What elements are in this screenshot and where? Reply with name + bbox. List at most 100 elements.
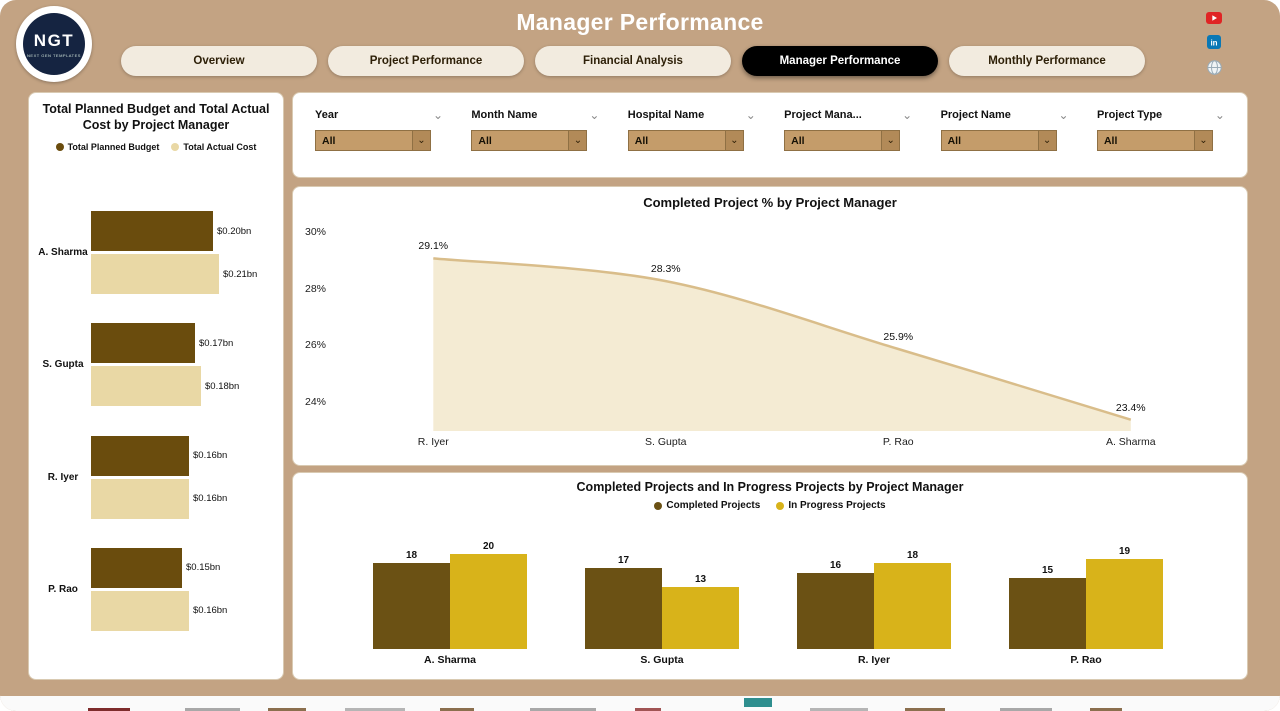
cropped-chart-fragment: [1000, 708, 1052, 711]
x-axis-label: S. Gupta: [645, 436, 687, 448]
value-label: $0.16bn: [193, 450, 228, 462]
value-label: 20: [482, 540, 495, 552]
bar-total-planned-budget[interactable]: [91, 211, 213, 251]
chevron-down-icon: ⌄: [881, 131, 900, 150]
filter-hospital-name-dropdown[interactable]: All ⌄: [627, 130, 744, 151]
bar-completed-projects[interactable]: [797, 572, 874, 649]
cropped-chart-fragment: [345, 708, 405, 711]
filter-project-name-dropdown[interactable]: All ⌄: [940, 130, 1057, 151]
budget-legend: Total Planned Budget Total Actual Cost: [29, 142, 283, 152]
cropped-chart-fragment: [88, 708, 130, 711]
filter-project-type-dropdown[interactable]: All ⌄: [1096, 130, 1213, 151]
filter-hospital-name: Hospital Name ⌄ All ⌄: [627, 108, 756, 151]
completed-pct-card: Completed Project % by Project Manager 3…: [292, 186, 1248, 466]
bar-completed-projects[interactable]: [585, 568, 662, 649]
company-logo: NGT NEXT GEN TEMPLATES: [16, 6, 92, 82]
bar-in-progress-projects[interactable]: [662, 587, 739, 649]
value-label: $0.15bn: [186, 562, 221, 574]
tab-manager-performance[interactable]: Manager Performance: [742, 46, 938, 76]
bar-total-actual-cost[interactable]: [91, 590, 189, 631]
logo-badge: NGT NEXT GEN TEMPLATES: [23, 13, 85, 75]
chevron-down-icon[interactable]: ⌄: [1058, 108, 1069, 122]
tab-project-performance[interactable]: Project Performance: [328, 46, 524, 76]
youtube-icon[interactable]: [1206, 12, 1222, 24]
dropdown-value: All: [634, 134, 649, 147]
page-title: Manager Performance: [516, 9, 764, 35]
bar-group-s-gupta: 17 13 S. Gupta: [585, 531, 739, 666]
tab-overview[interactable]: Overview: [121, 46, 317, 76]
data-label: 28.3%: [650, 263, 681, 276]
budget-chart-card: Total Planned Budget and Total Actual Co…: [28, 92, 284, 680]
bar-total-planned-budget[interactable]: [91, 323, 195, 364]
bar-group-a-sharma: A. Sharma $0.20bn $0.21bn: [35, 211, 277, 294]
legend-dot: [55, 142, 64, 151]
filter-project-type: Project Type ⌄ All ⌄: [1096, 108, 1225, 151]
chevron-down-icon[interactable]: ⌄: [589, 108, 600, 122]
category-label: A. Sharma: [424, 654, 476, 666]
value-label: 19: [1118, 545, 1131, 557]
projects-chart-card: Completed Projects and In Progress Proje…: [292, 472, 1248, 680]
value-label: 13: [694, 574, 707, 586]
bar-total-actual-cost[interactable]: [91, 366, 201, 407]
category-label: S. Gupta: [640, 654, 684, 666]
globe-icon[interactable]: [1206, 60, 1222, 75]
legend-dot: [776, 501, 785, 510]
bar-total-planned-budget[interactable]: [91, 547, 182, 588]
bar-completed-projects[interactable]: [373, 563, 450, 649]
tab-monthly-performance[interactable]: Monthly Performance: [949, 46, 1145, 76]
legend-dot: [654, 501, 663, 510]
filter-label: Month Name: [471, 109, 538, 121]
dropdown-value: All: [791, 134, 805, 147]
value-label: $0.21bn: [223, 268, 258, 280]
legend-label: Total Actual Cost: [183, 141, 257, 152]
legend-item-total-actual-cost: Total Actual Cost: [171, 142, 256, 152]
bar-total-actual-cost[interactable]: [91, 254, 219, 294]
value-label: 15: [1041, 564, 1054, 576]
filter-label: Project Name: [940, 109, 1011, 121]
value-label: 18: [906, 550, 919, 562]
tab-financial-analysis[interactable]: Financial Analysis: [535, 46, 731, 76]
linkedin-icon[interactable]: in: [1207, 35, 1221, 49]
cropped-chart-fragment: [440, 708, 474, 711]
chevron-down-icon[interactable]: ⌄: [432, 108, 443, 122]
dropdown-value: All: [478, 134, 492, 147]
value-label: 17: [617, 555, 630, 566]
bar-in-progress-projects[interactable]: [874, 563, 951, 649]
cropped-chart-fragment: [635, 708, 661, 711]
bar-total-planned-budget[interactable]: [91, 435, 189, 476]
x-axis-label: R. Iyer: [417, 436, 449, 448]
bar-group-s-gupta: S. Gupta $0.17bn $0.18bn: [35, 323, 277, 407]
logo-text: NGT: [33, 30, 75, 50]
filter-month-name: Month Name ⌄ All ⌄: [471, 108, 599, 151]
area-chart-svg[interactable]: [317, 216, 1247, 431]
y-axis-tick: 24%: [305, 395, 327, 408]
social-links: in: [1206, 12, 1222, 75]
filter-project-mana-dropdown[interactable]: All ⌄: [784, 130, 901, 151]
bar-in-progress-projects[interactable]: [450, 553, 527, 649]
bar-completed-projects[interactable]: [1009, 577, 1086, 649]
logo-subtext: NEXT GEN TEMPLATES: [27, 52, 81, 58]
filter-year-dropdown[interactable]: All ⌄: [315, 130, 431, 151]
dropdown-value: All: [1103, 134, 1118, 147]
bar-group-p-rao: 15 19 P. Rao: [1009, 531, 1163, 666]
filter-label: Year: [315, 109, 339, 121]
value-label: $0.16bn: [193, 605, 228, 617]
category-label: P. Rao: [48, 583, 78, 595]
category-label: S. Gupta: [42, 359, 84, 371]
data-label: 23.4%: [1115, 401, 1146, 414]
chevron-down-icon[interactable]: ⌄: [745, 108, 756, 122]
bar-in-progress-projects[interactable]: [1086, 558, 1163, 649]
cropped-chart-fragment: [810, 708, 868, 711]
projects-chart: 18 20 A. Sharma 17 13 S. Gupta 16 18 R. Iyer 15 19…: [373, 531, 1163, 666]
bar-total-actual-cost[interactable]: [91, 478, 189, 519]
legend-item-completed-projects: Completed Projects: [654, 500, 760, 511]
legend-item-in-progress-projects: In Progress Projects: [776, 500, 886, 511]
cropped-scroll-thumb: [744, 698, 772, 707]
dropdown-value: All: [322, 134, 336, 147]
filter-month-name-dropdown[interactable]: All ⌄: [471, 130, 588, 151]
chevron-down-icon[interactable]: ⌄: [1214, 108, 1225, 122]
chevron-down-icon[interactable]: ⌄: [902, 108, 913, 122]
y-axis-tick: 28%: [305, 282, 327, 295]
legend-label: Total Planned Budget: [67, 141, 160, 152]
